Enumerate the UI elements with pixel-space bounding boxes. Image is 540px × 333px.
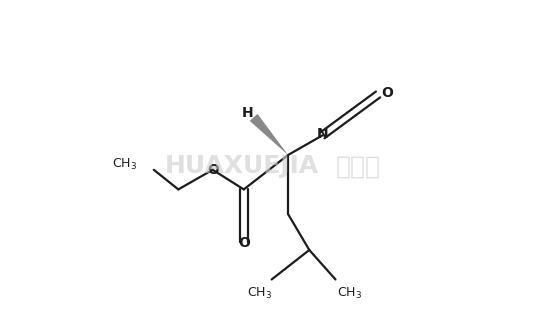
Text: O: O [381, 86, 393, 100]
Text: CH$_3$: CH$_3$ [247, 286, 272, 301]
Polygon shape [250, 114, 288, 155]
Text: 化学加: 化学加 [335, 155, 381, 178]
Text: N: N [316, 127, 328, 141]
Text: HUAXUEJIA: HUAXUEJIA [165, 155, 319, 178]
Text: O: O [238, 236, 249, 250]
Text: O: O [207, 163, 219, 176]
Text: H: H [241, 106, 253, 120]
Text: CH$_3$: CH$_3$ [337, 286, 362, 301]
Text: CH$_3$: CH$_3$ [112, 157, 137, 172]
